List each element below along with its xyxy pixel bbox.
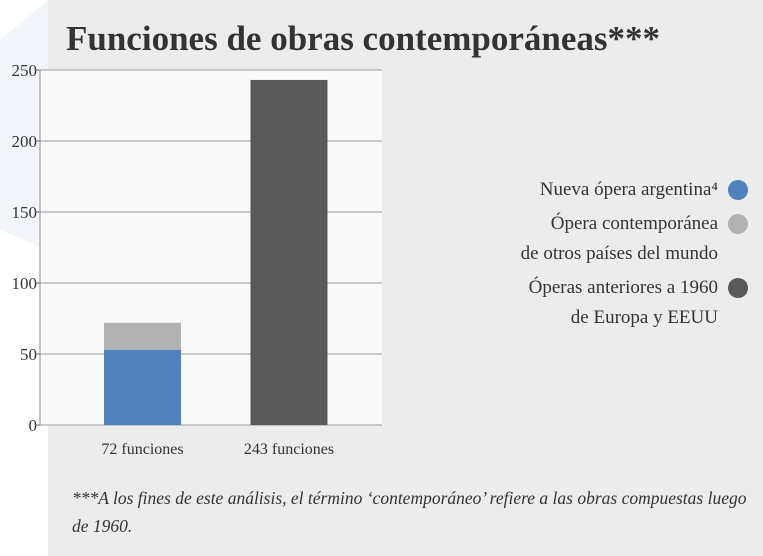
legend-swatch: [728, 278, 748, 298]
x-tick-label: 72 funciones: [101, 441, 183, 458]
bar-segment: [250, 79, 328, 425]
y-tick-label: 0: [29, 416, 38, 435]
y-tick-label: 50: [20, 345, 37, 364]
y-tick-label: 200: [12, 132, 38, 151]
decor: [0, 0, 48, 250]
bar-segment: [104, 349, 181, 425]
y-tick-label: 150: [12, 203, 38, 222]
legend: Nueva ópera argentina⁴ Ópera contemporáne…: [521, 175, 748, 337]
chart-title: Funciones de obras contemporáneas***: [66, 19, 660, 58]
legend-label: Ópera contemporánea de otros países del …: [520, 213, 718, 264]
y-tick-label: 250: [12, 61, 38, 80]
legend-item: Nueva ópera argentina⁴: [521, 175, 748, 205]
bar-segment: [104, 322, 181, 350]
legend-swatch: [728, 214, 748, 234]
plot-area: [40, 70, 382, 425]
legend-swatch: [728, 180, 748, 200]
legend-label: Óperas anteriores a 1960 de Europa y EEU…: [528, 277, 718, 328]
legend-item: Ópera contemporánea de otros países del …: [521, 209, 748, 269]
legend-label: Nueva ópera argentina⁴: [539, 179, 718, 200]
legend-item: Óperas anteriores a 1960 de Europa y EEU…: [521, 273, 748, 333]
footnote: ***A los fines de este análisis, el térm…: [72, 488, 747, 536]
y-tick-label: 100: [12, 274, 38, 293]
x-tick-label: 243 funciones: [244, 441, 334, 458]
